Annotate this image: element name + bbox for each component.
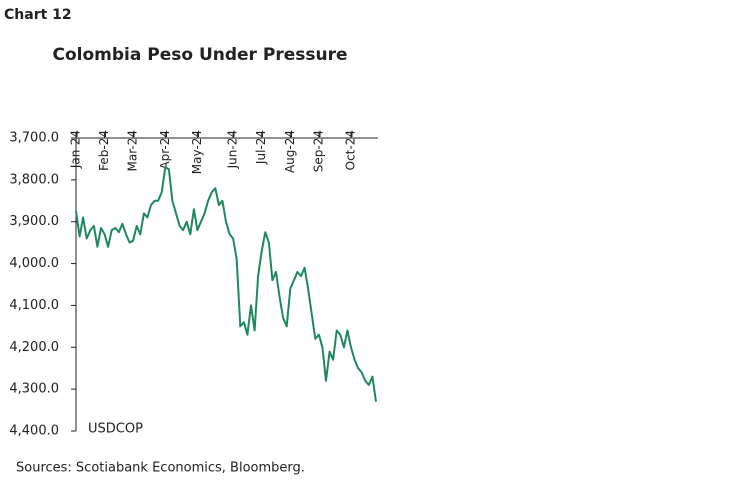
x-tick-label: Jan-24 xyxy=(69,130,83,169)
y-tick-label: 4,400.0 xyxy=(9,424,59,439)
x-tick-label: Oct-24 xyxy=(344,130,358,170)
y-tick-label: 3,800.0 xyxy=(9,172,59,187)
source: Sources: Scotiabank Economics, Bloomberg… xyxy=(16,461,305,476)
y-tick-label: 4,200.0 xyxy=(9,340,59,355)
legend-label: USDCOP xyxy=(88,422,143,437)
y-tick-label: 3,700.0 xyxy=(9,131,59,146)
y-tick-label: 4,000.0 xyxy=(9,256,59,271)
y-tick-label: 4,300.0 xyxy=(9,382,59,397)
x-tick-label: Apr-24 xyxy=(158,130,172,170)
chart-title: Colombia Peso Under Pressure xyxy=(52,45,347,65)
line xyxy=(75,166,377,402)
y-tick-label: 4,100.0 xyxy=(9,298,59,313)
chart-label: Chart 12 xyxy=(4,7,72,23)
x-tick-label: Feb-24 xyxy=(97,130,111,171)
x-tick-label: Mar-24 xyxy=(126,130,140,171)
x-tick-label: Jun-24 xyxy=(226,130,240,169)
x-tick-label: Aug-24 xyxy=(283,130,297,173)
x-tick-label: Jul-24 xyxy=(254,130,268,165)
y-tick-label: 3,900.0 xyxy=(9,214,59,229)
x-tick-label: Sep-24 xyxy=(311,130,325,172)
x-tick-label: May-24 xyxy=(190,130,204,174)
